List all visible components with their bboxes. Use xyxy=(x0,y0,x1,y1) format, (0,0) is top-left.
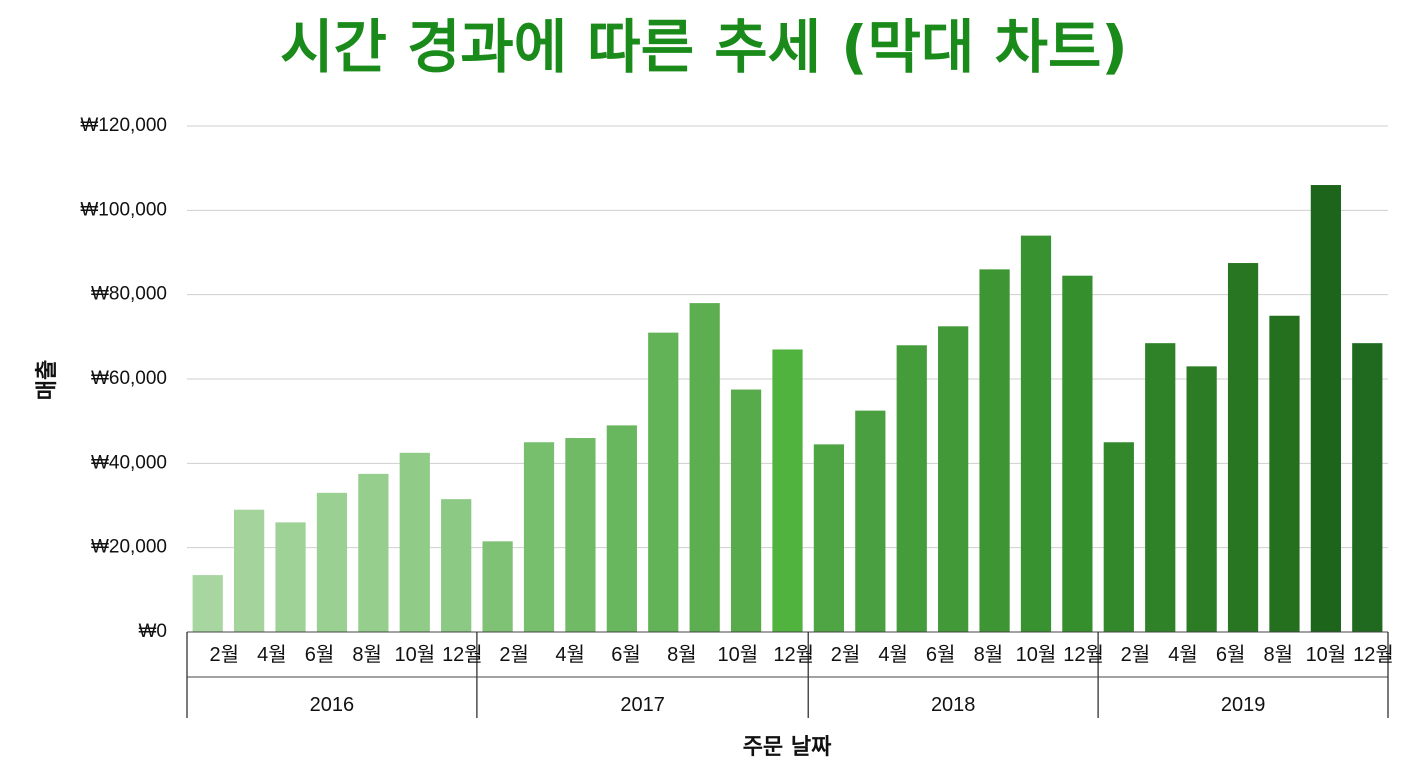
bar xyxy=(772,349,803,632)
year-label: 2016 xyxy=(310,694,355,716)
y-axis-ticks: ₩0 ₩20,000 ₩40,000 ₩60,000 ₩80,000 ₩100,000 ₩1… xyxy=(80,115,167,642)
month-label: 12월 xyxy=(1353,643,1394,666)
month-label: 4월 xyxy=(1168,643,1198,666)
bar xyxy=(523,442,555,632)
month-label: 6월 xyxy=(926,643,956,666)
month-label: 6월 xyxy=(1216,643,1246,666)
bar xyxy=(316,492,348,632)
bar xyxy=(730,389,762,632)
month-label: 10월 xyxy=(1016,643,1057,666)
month-label: 10월 xyxy=(1306,643,1347,666)
bar xyxy=(1062,275,1093,632)
month-label: 4월 xyxy=(878,643,908,666)
y-tick-label: ₩20,000 xyxy=(91,537,167,558)
chart-title: 시간 경과에 따른 추세 (막대 차트) xyxy=(280,13,1128,81)
bar xyxy=(1020,235,1052,632)
bar xyxy=(938,326,969,632)
bars xyxy=(192,185,1383,633)
month-label: 6월 xyxy=(305,643,335,666)
month-label: 12월 xyxy=(773,643,814,666)
bar xyxy=(813,444,845,632)
month-label: 10월 xyxy=(717,643,758,666)
x-axis-title: 주문 날짜 xyxy=(743,735,832,760)
month-label: 8월 xyxy=(1264,643,1294,666)
year-label: 2018 xyxy=(931,694,976,716)
bar xyxy=(689,303,720,632)
y-tick-label: ₩0 xyxy=(139,621,168,642)
bar xyxy=(1145,343,1176,632)
bar xyxy=(606,425,637,632)
y-tick-label: ₩80,000 xyxy=(91,284,167,305)
x-axis: 2월 4월 6월 8월 10월 12월 2016 2월 4월 6월 8월 10월 12월 2017 2월 4월… xyxy=(186,631,1394,718)
year-label: 2017 xyxy=(620,694,665,716)
year-label: 2019 xyxy=(1221,694,1266,716)
y-tick-label: ₩60,000 xyxy=(91,368,167,389)
bar xyxy=(979,269,1010,632)
month-label: 8월 xyxy=(352,643,382,666)
y-tick-label: ₩120,000 xyxy=(80,115,167,136)
y-axis-title: 매출 xyxy=(35,360,60,400)
bar xyxy=(855,410,886,633)
bar xyxy=(896,345,927,632)
month-label: 2월 xyxy=(499,643,529,666)
month-label: 12월 xyxy=(1063,643,1104,666)
bar xyxy=(1352,343,1383,632)
bar xyxy=(399,452,430,632)
month-label: 8월 xyxy=(974,643,1004,666)
month-label: 2월 xyxy=(210,643,240,666)
month-label: 12월 xyxy=(442,643,483,666)
bar xyxy=(275,522,306,632)
bar xyxy=(234,509,265,632)
bar xyxy=(1103,442,1134,632)
bar xyxy=(1186,366,1217,632)
y-tick-label: ₩40,000 xyxy=(91,452,167,473)
month-label: 4월 xyxy=(257,643,287,666)
bar xyxy=(441,499,472,632)
bar xyxy=(1227,263,1259,632)
month-label: 8월 xyxy=(667,643,697,666)
month-label: 2월 xyxy=(831,643,861,666)
bar xyxy=(565,438,596,632)
y-tick-label: ₩100,000 xyxy=(80,199,167,220)
bar xyxy=(648,332,679,632)
bar xyxy=(1310,185,1341,632)
month-label: 6월 xyxy=(611,643,641,666)
bar xyxy=(358,473,389,633)
bar xyxy=(1269,315,1300,632)
month-label: 4월 xyxy=(555,643,585,666)
bar xyxy=(192,575,223,632)
month-label: 10월 xyxy=(394,643,435,666)
bar xyxy=(482,541,513,632)
month-label: 2월 xyxy=(1121,643,1151,666)
